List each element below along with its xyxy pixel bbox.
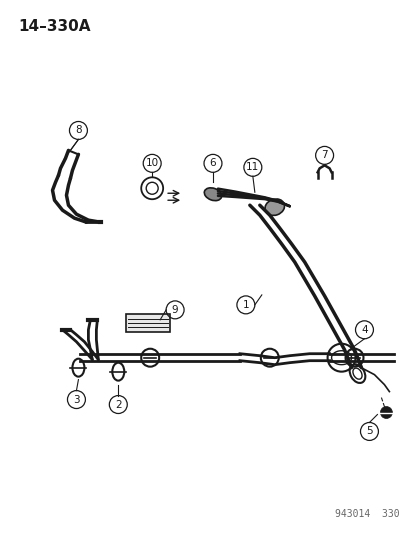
Text: 1: 1 xyxy=(243,300,249,310)
Ellipse shape xyxy=(265,199,285,215)
Text: 7: 7 xyxy=(321,150,328,160)
FancyBboxPatch shape xyxy=(126,314,170,332)
Text: 6: 6 xyxy=(210,158,216,168)
Text: 943014  330: 943014 330 xyxy=(335,509,399,519)
Text: 10: 10 xyxy=(146,158,159,168)
Text: 11: 11 xyxy=(246,163,260,172)
Text: 9: 9 xyxy=(172,305,178,315)
Text: 14–330A: 14–330A xyxy=(19,19,91,34)
Text: 8: 8 xyxy=(75,125,82,135)
Text: 2: 2 xyxy=(115,400,121,409)
Text: 4: 4 xyxy=(361,325,368,335)
Ellipse shape xyxy=(204,188,222,200)
Circle shape xyxy=(380,407,392,418)
Text: 3: 3 xyxy=(73,394,80,405)
Text: 5: 5 xyxy=(366,426,373,437)
